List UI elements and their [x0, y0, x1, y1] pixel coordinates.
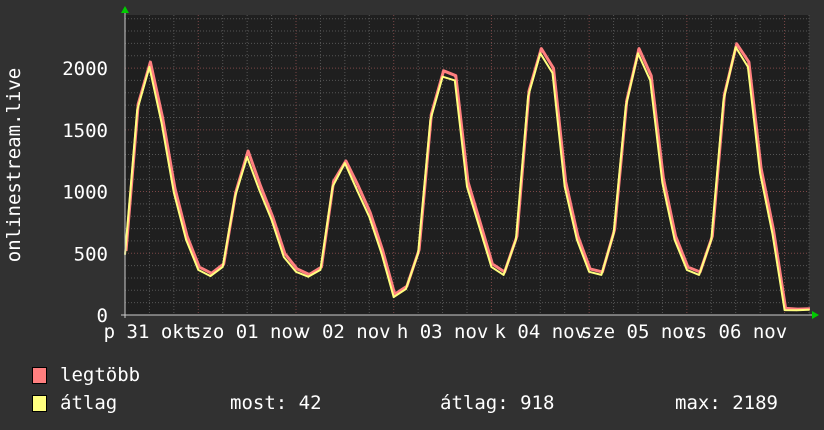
data-point	[234, 196, 236, 198]
legend-label-atlag: átlag	[60, 392, 118, 414]
x-tick-label: cs 06 nov	[684, 321, 787, 343]
data-point	[551, 68, 554, 71]
data-point	[734, 43, 737, 46]
data-point	[600, 274, 603, 276]
data-point	[576, 238, 578, 241]
data-point	[783, 309, 786, 311]
y-axis-label: onlinestream.live	[3, 68, 25, 262]
data-point	[453, 75, 456, 78]
data-point	[710, 238, 713, 241]
data-point	[747, 62, 749, 64]
data-point	[148, 62, 151, 64]
y-tick-label: 500	[74, 243, 108, 265]
data-point	[453, 79, 456, 82]
data-point	[624, 105, 627, 108]
data-point	[246, 151, 248, 153]
x-tick-label: h 03 nov	[397, 321, 489, 343]
y-tick-label: 1500	[62, 120, 108, 142]
data-point	[173, 191, 175, 194]
data-point	[515, 238, 517, 241]
data-point	[380, 252, 383, 255]
data-point	[637, 48, 639, 51]
data-point	[502, 274, 505, 276]
x-axis-arrow-icon	[812, 311, 819, 319]
data-point	[417, 252, 419, 255]
data-point	[734, 46, 737, 48]
data-point	[759, 172, 761, 174]
data-point	[368, 216, 371, 218]
legend-swatch-legtobb	[32, 367, 47, 384]
data-point	[637, 52, 639, 55]
data-point	[551, 72, 554, 74]
y-axis-arrow-icon	[121, 6, 129, 13]
data-point	[795, 309, 798, 312]
data-point	[185, 238, 187, 241]
stat-max: max: 2189	[675, 392, 778, 414]
x-tick-label: sze 05 nov	[581, 321, 695, 343]
data-point	[478, 225, 481, 228]
data-point	[295, 270, 297, 273]
series-lines	[124, 42, 811, 312]
data-point	[307, 275, 310, 278]
x-tick-label: v 02 nov	[299, 321, 391, 343]
data-point	[722, 99, 725, 101]
data-point	[747, 66, 749, 68]
data-point	[356, 189, 358, 192]
data-point	[331, 181, 334, 184]
data-point	[539, 48, 542, 51]
data-point	[136, 109, 139, 111]
data-point	[808, 309, 810, 311]
data-point	[392, 296, 395, 298]
data-point	[331, 185, 334, 188]
legend-label-legtobb: legtöbb	[60, 364, 141, 386]
y-tick-label: 0	[97, 305, 108, 327]
data-point	[282, 256, 285, 258]
data-point	[344, 162, 346, 164]
x-tick-label: szo 01 nov	[190, 321, 304, 343]
data-point	[661, 182, 664, 184]
data-point	[319, 269, 322, 271]
data-point	[649, 79, 652, 82]
x-tick-label: p 31 okt	[104, 321, 196, 343]
data-point	[673, 238, 676, 241]
stat-average: átlag: 918	[440, 392, 555, 414]
data-point	[612, 232, 615, 235]
data-point	[539, 52, 542, 55]
data-point	[563, 185, 566, 188]
legend-swatch-atlag	[32, 395, 47, 412]
data-point	[209, 275, 212, 277]
x-tick-label: k 04 nov	[495, 321, 587, 343]
y-tick-label: 1000	[62, 182, 108, 204]
data-point	[698, 274, 700, 276]
y-tick-label: 2000	[62, 58, 108, 80]
data-point	[490, 266, 493, 268]
data-point	[466, 185, 468, 188]
stat-current: most: 42	[230, 392, 322, 414]
data-point	[441, 70, 444, 73]
data-point	[197, 269, 200, 271]
data-point	[405, 288, 407, 290]
data-point	[258, 189, 261, 192]
data-point	[246, 156, 248, 158]
data-point	[148, 66, 151, 68]
data-point	[221, 266, 224, 268]
data-point	[160, 122, 163, 124]
data-point	[270, 219, 273, 221]
data-point	[441, 75, 444, 78]
data-point	[588, 270, 590, 273]
data-point	[429, 119, 432, 121]
data-point	[686, 269, 688, 271]
data-point	[527, 95, 529, 98]
data-point	[771, 232, 774, 235]
